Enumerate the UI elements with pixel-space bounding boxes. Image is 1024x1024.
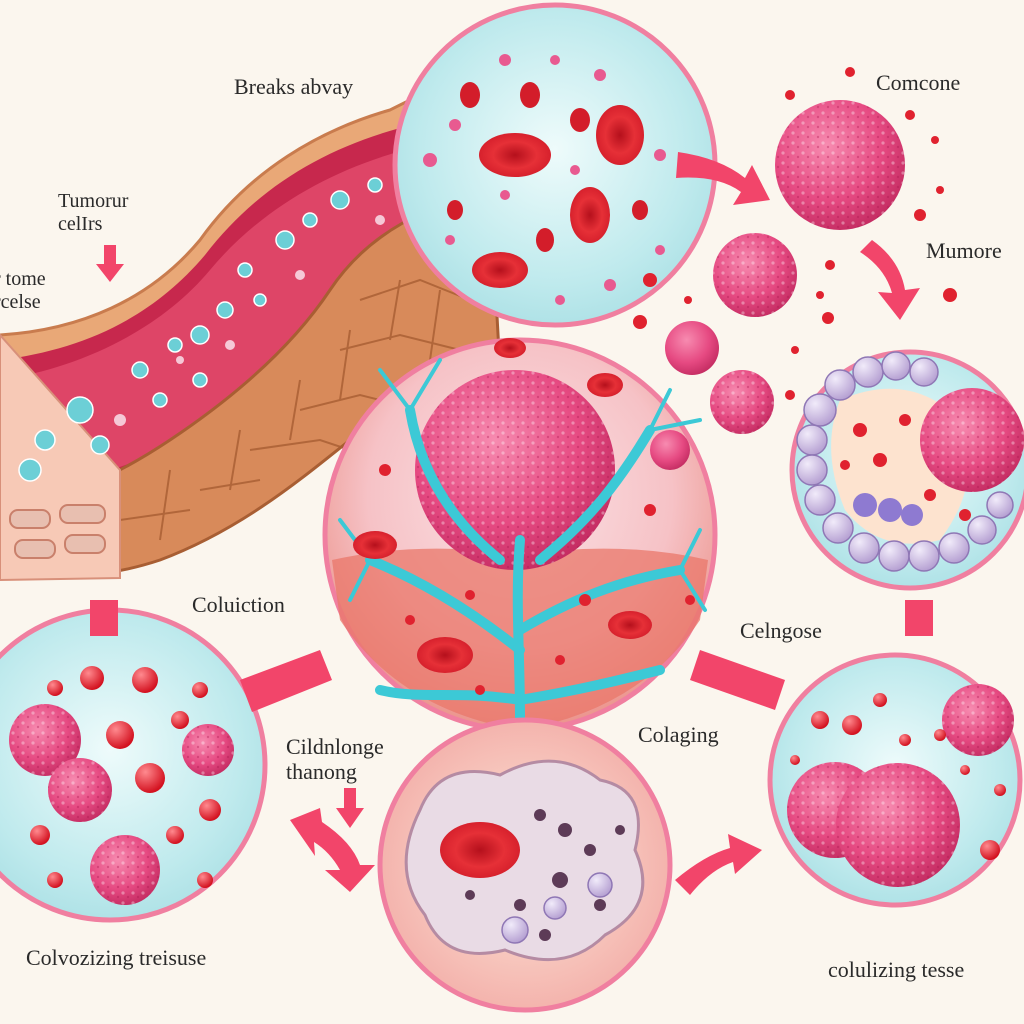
circle-colonizing-right bbox=[767, 652, 1023, 908]
label-tome-celse: r tome rcelse bbox=[0, 268, 46, 313]
label-tumour-cells: Tumorur celIrs bbox=[58, 190, 129, 235]
circle-tumor-angiogenesis bbox=[322, 337, 718, 733]
circle-extravasation bbox=[789, 349, 1024, 591]
label-cildnlonge-thanong: Cildnlonge thanong bbox=[286, 734, 384, 785]
circle-bloodstream bbox=[392, 2, 718, 328]
label-celngose: Celngose bbox=[740, 618, 822, 643]
circulating-tumor-cells bbox=[633, 67, 957, 434]
label-comcone: Comcone bbox=[876, 70, 961, 95]
label-colvozizing: Colvozizing treisuse bbox=[26, 945, 207, 970]
label-colulizing: colulizing tesse bbox=[828, 957, 965, 982]
red-blood-cell-icon bbox=[447, 82, 648, 288]
arrow-icon bbox=[90, 152, 933, 895]
circle-colonizing-left bbox=[0, 607, 268, 923]
label-mumore: Mumore bbox=[926, 238, 1002, 263]
label-colaging: Colaging bbox=[638, 722, 719, 747]
label-coluction: Coluiction bbox=[192, 592, 285, 617]
red-blood-cell-icon bbox=[440, 822, 520, 878]
label-breaks-away: Breaks abvay bbox=[234, 74, 354, 99]
circle-colonization-center bbox=[377, 717, 673, 1013]
red-blood-cell-icon bbox=[353, 338, 652, 673]
